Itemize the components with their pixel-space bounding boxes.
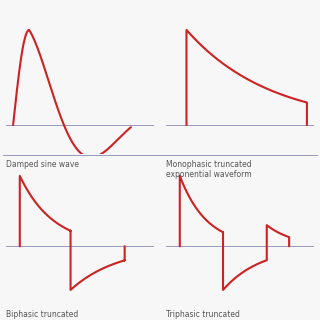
Text: Biphasic truncated
exponential waveform: Biphasic truncated exponential waveform	[6, 310, 92, 320]
Text: Triphasic truncated
exponential waveform: Triphasic truncated exponential waveform	[166, 310, 252, 320]
Text: Monophasic truncated
exponential waveform: Monophasic truncated exponential wavefor…	[166, 160, 252, 180]
Text: Damped sine wave: Damped sine wave	[6, 160, 79, 169]
